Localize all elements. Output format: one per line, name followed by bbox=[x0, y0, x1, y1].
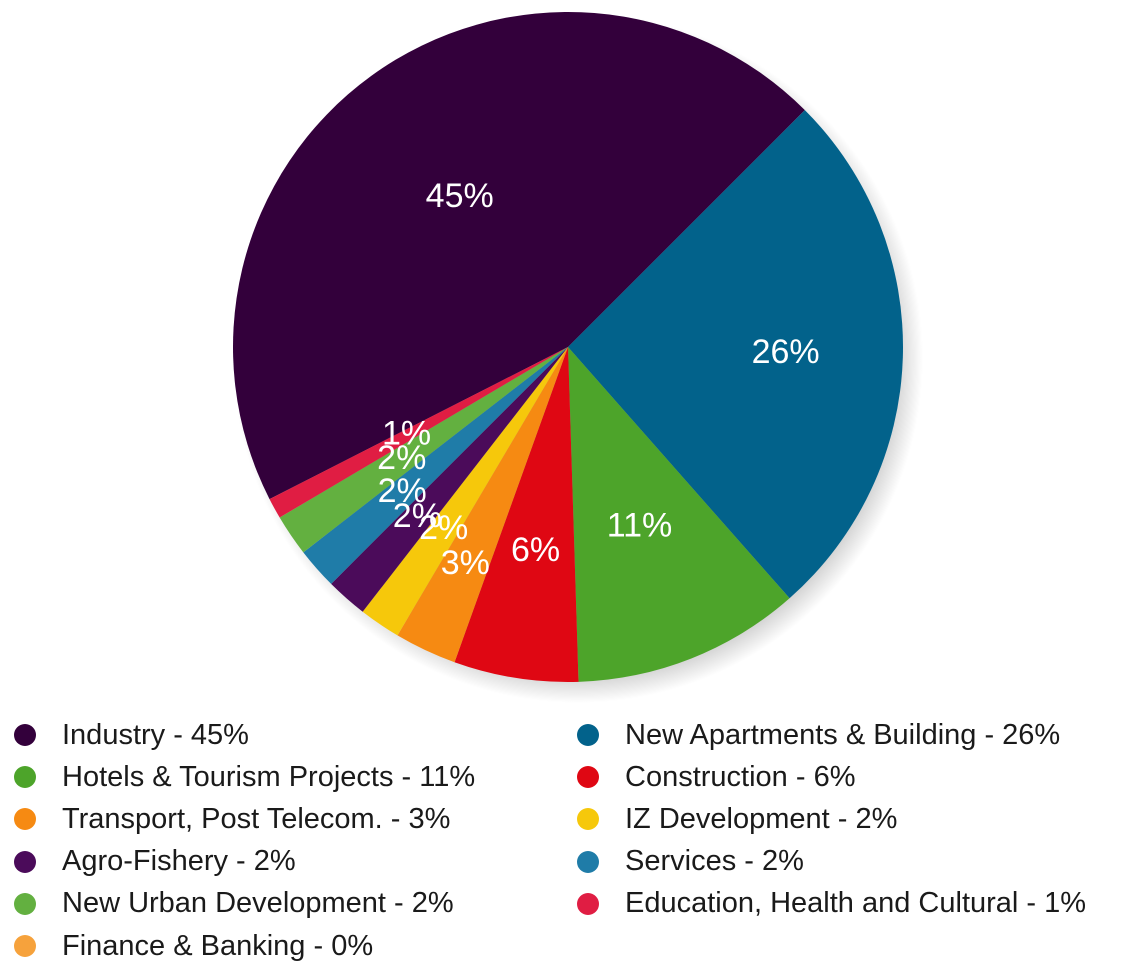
pie-slice bbox=[568, 110, 903, 599]
legend-swatch-icon bbox=[577, 808, 599, 831]
legend-swatch-icon bbox=[577, 850, 599, 873]
legend: Industry - 45% Hotels & Tourism Projects … bbox=[0, 714, 1132, 961]
legend-swatch-icon bbox=[577, 766, 599, 789]
legend-item: New Urban Development - 2% bbox=[14, 883, 475, 925]
legend-swatch-icon bbox=[577, 892, 599, 915]
legend-item: New Apartments & Building - 26% bbox=[577, 714, 1086, 756]
legend-label: New Apartments & Building - 26% bbox=[625, 718, 1061, 751]
legend-label: Industry - 45% bbox=[62, 718, 249, 751]
pie-slice-label: 3% bbox=[441, 544, 490, 582]
legend-item: Finance & Banking - 0% bbox=[14, 925, 475, 967]
pie-slice-label: 6% bbox=[511, 531, 560, 569]
pie-chart: 45%26%11%6%3%2%2%2%2%1% bbox=[232, 11, 923, 703]
pie-slice-label: 2% bbox=[419, 509, 468, 547]
legend-item: Education, Health and Cultural - 1% bbox=[577, 883, 1086, 925]
pie-slice-label: 26% bbox=[752, 333, 820, 371]
pie-slice bbox=[279, 347, 568, 553]
pie-slice bbox=[331, 347, 568, 612]
pie-slice-label: 1% bbox=[382, 415, 431, 453]
pie-slice bbox=[269, 347, 568, 518]
legend-item: Transport, Post Telecom. - 3% bbox=[14, 798, 475, 840]
legend-label: Construction - 6% bbox=[625, 760, 856, 793]
pie-slice bbox=[568, 347, 790, 682]
legend-swatch-icon bbox=[577, 724, 599, 747]
legend-swatch-icon bbox=[14, 808, 36, 831]
legend-item: Industry - 45% bbox=[14, 714, 475, 756]
pie-slices bbox=[232, 11, 903, 682]
legend-column-right: New Apartments & Building - 26% Construct… bbox=[577, 714, 1086, 925]
pie-slice-label: 11% bbox=[607, 507, 673, 545]
legend-label: Services - 2% bbox=[625, 845, 804, 878]
pie-slice bbox=[303, 347, 568, 584]
legend-item: Agro-Fishery - 2% bbox=[14, 841, 475, 883]
legend-swatch-icon bbox=[14, 766, 36, 789]
legend-label: Finance & Banking - 0% bbox=[62, 929, 374, 962]
legend-label: IZ Development - 2% bbox=[625, 802, 898, 835]
legend-label: Hotels & Tourism Projects - 11% bbox=[62, 760, 476, 793]
legend-label: Education, Health and Cultural - 1% bbox=[625, 887, 1087, 920]
pie-slice-label: 2% bbox=[378, 472, 427, 510]
pie-slice-labels: 45%26%11%6%3%2%2%2%2%1% bbox=[377, 177, 819, 582]
pie-slice bbox=[454, 347, 579, 682]
legend-label: Agro-Fishery - 2% bbox=[62, 845, 296, 878]
legend-label: Transport, Post Telecom. - 3% bbox=[62, 802, 451, 835]
pie-slice-label: 2% bbox=[393, 497, 442, 535]
legend-item: Construction - 6% bbox=[577, 756, 1086, 798]
pie-slice-label: 45% bbox=[426, 177, 494, 215]
pie-slice bbox=[232, 11, 805, 500]
pie-slice-label: 2% bbox=[377, 439, 426, 477]
legend-swatch-icon bbox=[14, 892, 36, 915]
legend-swatch-icon bbox=[14, 850, 36, 873]
legend-item: IZ Development - 2% bbox=[577, 798, 1086, 840]
legend-swatch-icon bbox=[14, 724, 36, 747]
pie-slice bbox=[397, 347, 568, 663]
legend-item: Hotels & Tourism Projects - 11% bbox=[14, 756, 475, 798]
legend-column-left: Industry - 45% Hotels & Tourism Projects … bbox=[14, 714, 475, 967]
pie-slice bbox=[362, 347, 568, 636]
legend-item: Services - 2% bbox=[577, 841, 1086, 883]
legend-label: New Urban Development - 2% bbox=[62, 887, 454, 920]
legend-swatch-icon bbox=[14, 935, 36, 958]
